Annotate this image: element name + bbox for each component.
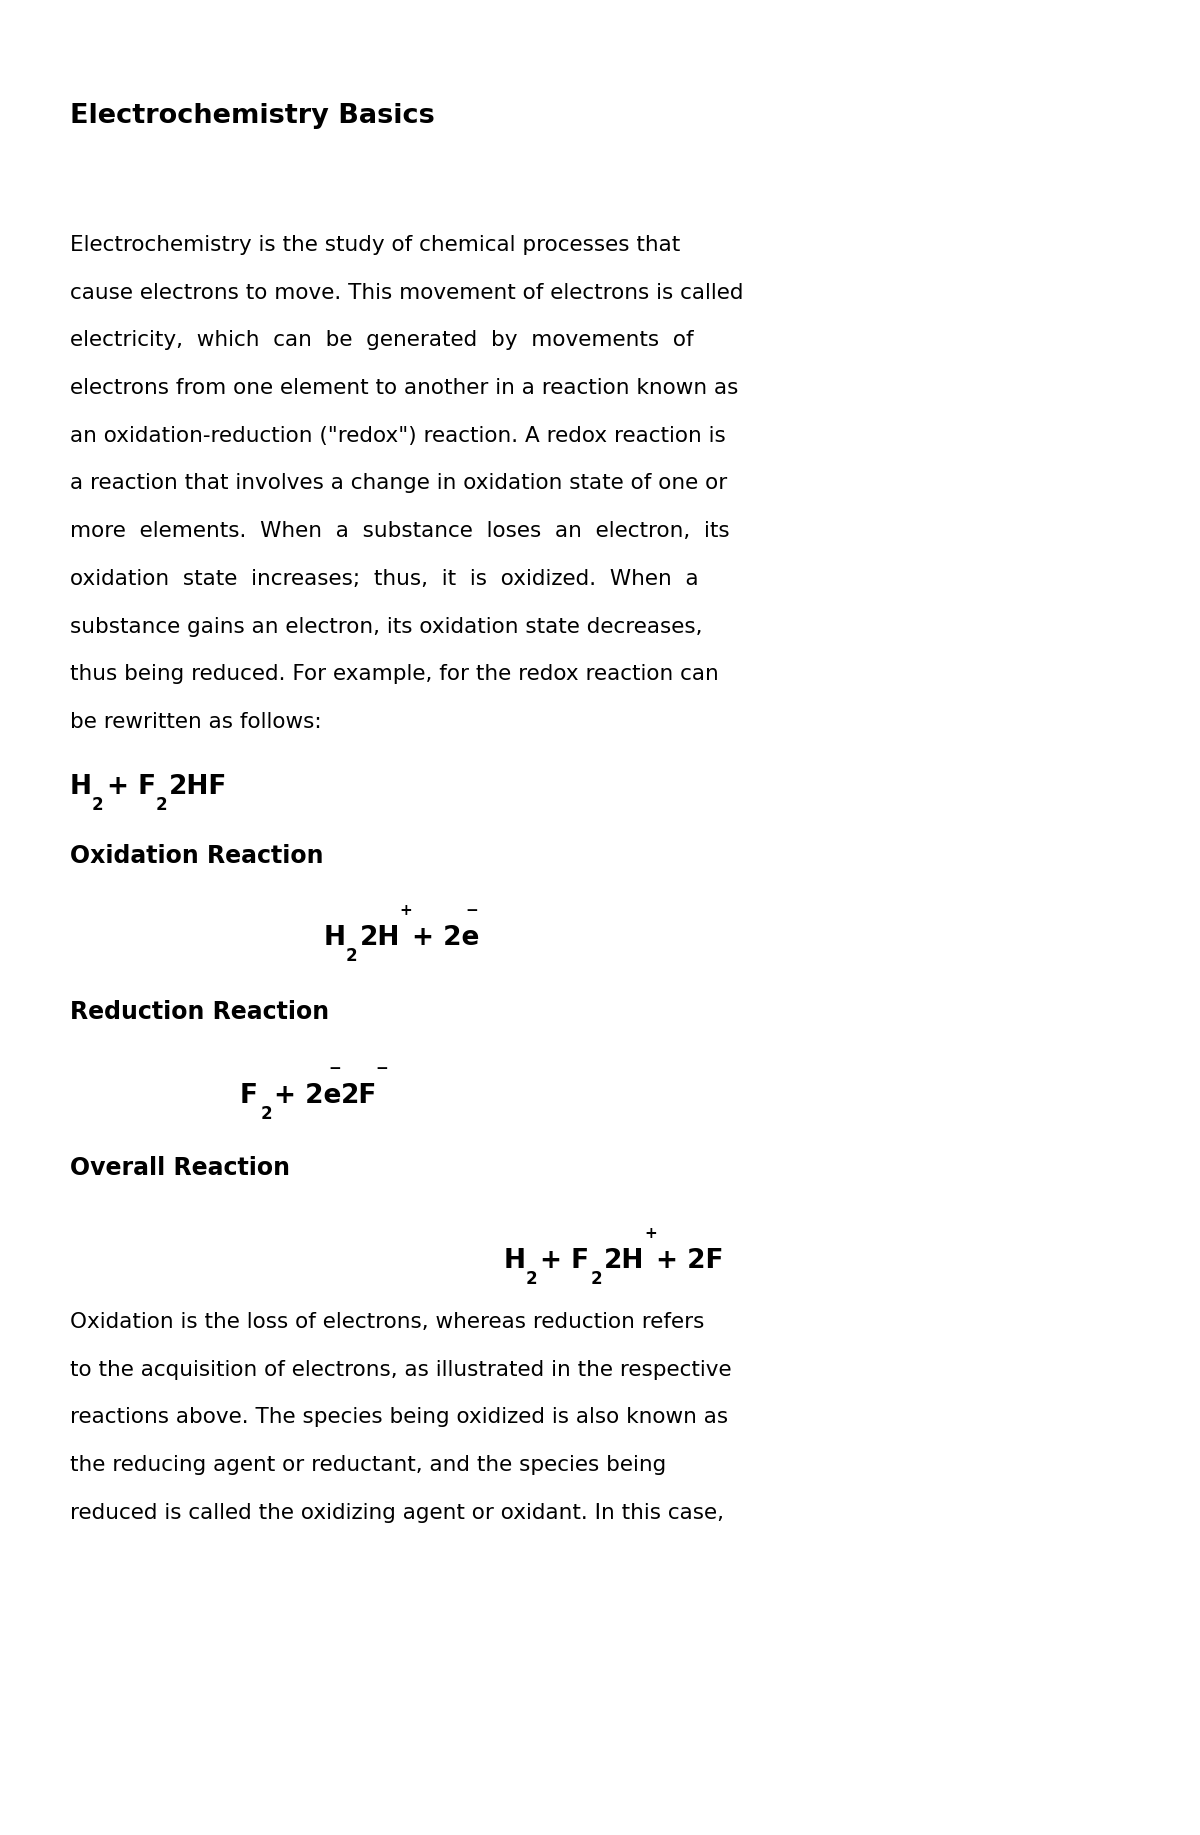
Text: + F: + F	[107, 774, 156, 800]
Text: 2: 2	[91, 796, 103, 815]
Text: reactions above. The species being oxidized is also known as: reactions above. The species being oxidi…	[70, 1407, 727, 1428]
Text: a reaction that involves a change in oxidation state of one or: a reaction that involves a change in oxi…	[70, 473, 727, 494]
Text: + 2F: + 2F	[656, 1248, 724, 1273]
Text: 2HF: 2HF	[169, 774, 228, 800]
Text: 2: 2	[156, 796, 168, 815]
Text: 2H: 2H	[604, 1248, 644, 1273]
Text: Electrochemistry is the study of chemical processes that: Electrochemistry is the study of chemica…	[70, 235, 680, 255]
Text: more  elements.  When  a  substance  loses  an  electron,  its: more elements. When a substance loses an…	[70, 521, 730, 541]
Text: H: H	[324, 925, 346, 951]
Text: cause electrons to move. This movement of electrons is called: cause electrons to move. This movement o…	[70, 283, 743, 303]
Text: Oxidation Reaction: Oxidation Reaction	[70, 844, 323, 868]
Text: electricity,  which  can  be  generated  by  movements  of: electricity, which can be generated by m…	[70, 330, 694, 350]
Text: + F: + F	[540, 1248, 589, 1273]
Text: be rewritten as follows:: be rewritten as follows:	[70, 712, 322, 732]
Text: 2: 2	[260, 1105, 272, 1123]
Text: 2H: 2H	[360, 925, 401, 951]
Text: reduced is called the oxidizing agent or oxidant. In this case,: reduced is called the oxidizing agent or…	[70, 1503, 724, 1523]
Text: H: H	[504, 1248, 526, 1273]
Text: + 2e: + 2e	[274, 1083, 341, 1108]
Text: 2F: 2F	[341, 1083, 377, 1108]
Text: Oxidation is the loss of electrons, whereas reduction refers: Oxidation is the loss of electrons, wher…	[70, 1312, 704, 1332]
Text: electrons from one element to another in a reaction known as: electrons from one element to another in…	[70, 378, 738, 398]
Text: Overall Reaction: Overall Reaction	[70, 1156, 289, 1180]
Text: the reducing agent or reductant, and the species being: the reducing agent or reductant, and the…	[70, 1455, 666, 1475]
Text: −: −	[466, 903, 479, 918]
Text: H: H	[70, 774, 91, 800]
Text: an oxidation-reduction ("redox") reaction. A redox reaction is: an oxidation-reduction ("redox") reactio…	[70, 426, 725, 446]
Text: Reduction Reaction: Reduction Reaction	[70, 1000, 329, 1024]
Text: thus being reduced. For example, for the redox reaction can: thus being reduced. For example, for the…	[70, 664, 719, 684]
Text: oxidation  state  increases;  thus,  it  is  oxidized.  When  a: oxidation state increases; thus, it is o…	[70, 569, 698, 589]
Text: substance gains an electron, its oxidation state decreases,: substance gains an electron, its oxidati…	[70, 617, 702, 637]
Text: 2: 2	[346, 947, 358, 965]
Text: 2: 2	[590, 1270, 602, 1288]
Text: 2: 2	[526, 1270, 538, 1288]
Text: to the acquisition of electrons, as illustrated in the respective: to the acquisition of electrons, as illu…	[70, 1360, 731, 1380]
Text: +: +	[400, 903, 413, 918]
Text: + 2e: + 2e	[412, 925, 479, 951]
Text: F: F	[240, 1083, 258, 1108]
Text: −: −	[329, 1061, 342, 1075]
Text: Electrochemistry Basics: Electrochemistry Basics	[70, 103, 434, 128]
Text: −: −	[376, 1061, 389, 1075]
Text: +: +	[644, 1226, 658, 1240]
